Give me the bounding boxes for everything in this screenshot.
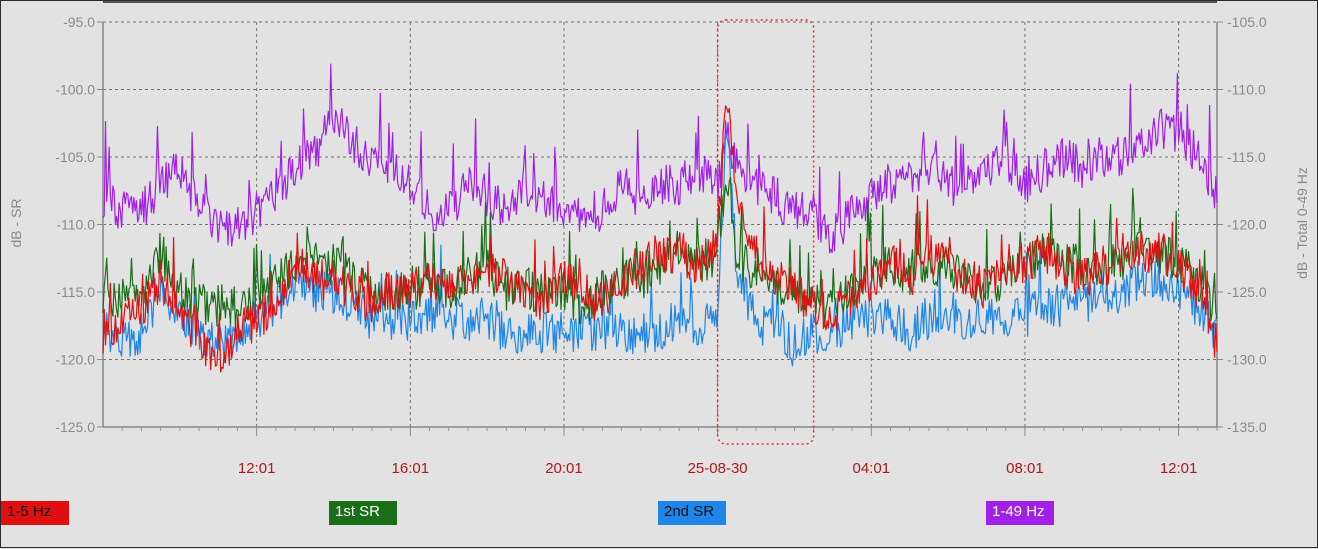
y-left-tick-label: -115.0 (56, 284, 95, 300)
legend-label: 2nd SR (664, 503, 715, 520)
y-left-tick-label: -100.0 (55, 82, 95, 98)
legend-label: 1-49 Hz (992, 503, 1045, 520)
legend-2nd-sr[interactable]: 2nd SR (658, 501, 726, 525)
y-left-tick-label: -105.0 (55, 149, 95, 165)
series-line-1-49-hz (102, 63, 1218, 254)
highlight-layer (716, 19, 815, 445)
x-tick-label: 12:01 (238, 460, 276, 477)
legend-1-5-hz[interactable]: 1-5 Hz (1, 501, 69, 525)
legend-1-49-hz[interactable]: 1-49 Hz (986, 501, 1054, 525)
legend-1st-sr[interactable]: 1st SR (329, 501, 397, 525)
x-tick-label: 25-08-30 (688, 460, 748, 477)
y-axis-left-title: dB - SR (8, 198, 24, 247)
x-tick-label: 12:01 (1160, 460, 1198, 477)
x-tick-label: 08:01 (1006, 460, 1044, 477)
y-left-tick-label: -125.0 (55, 419, 95, 435)
series-line-1-5-hz (102, 105, 1218, 373)
y-right-tick-label: -130.0 (1227, 352, 1267, 368)
y-left-tick-label: -95.0 (63, 14, 95, 30)
y-left-tick-label: -120.0 (55, 352, 95, 368)
y-right-tick-label: -110.0 (1227, 82, 1266, 98)
y-right-tick-label: -105.0 (1227, 14, 1267, 30)
axes-layer: -95.0 -105.0 -100.0 -110.0 -105.0 -115.0 -110.… (55, 14, 1267, 477)
y-right-tick-label: -125.0 (1227, 284, 1267, 300)
highlight-box (716, 19, 815, 445)
x-tick-label: 04:01 (853, 460, 891, 477)
legend-label: 1-5 Hz (7, 503, 52, 520)
y-right-tick-label: -120.0 (1227, 217, 1267, 233)
series-layer (102, 63, 1218, 373)
series-line-2nd-sr (102, 133, 1218, 367)
x-tick-label: 16:01 (392, 460, 430, 477)
y-axis-right-title: dB - Total 0-49 Hz (1294, 167, 1310, 279)
grid-layer (103, 21, 1217, 428)
y-left-tick-label: -110.0 (56, 217, 95, 233)
y-right-tick-label: -135.0 (1227, 419, 1267, 435)
x-tick-label: 20:01 (545, 460, 583, 477)
y-right-tick-label: -115.0 (1227, 149, 1266, 165)
legend-label: 1st SR (335, 503, 381, 520)
